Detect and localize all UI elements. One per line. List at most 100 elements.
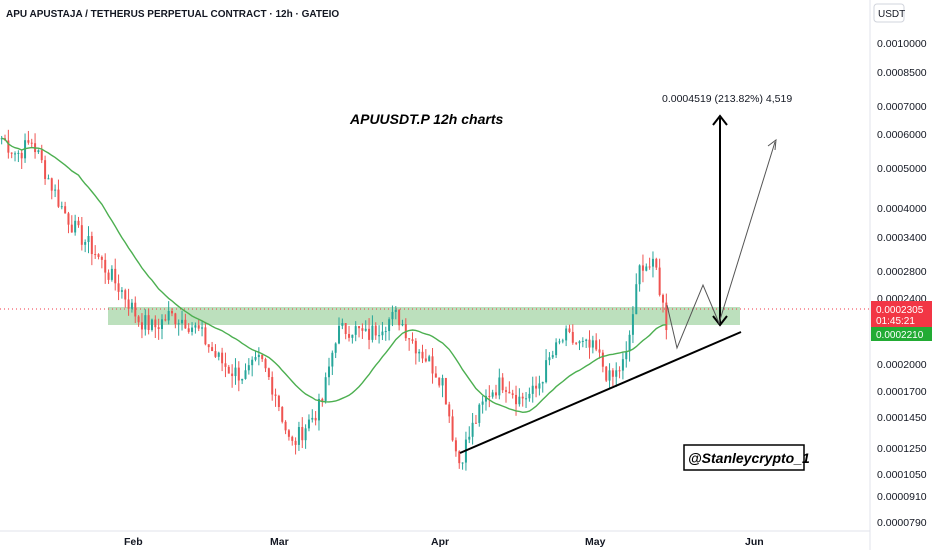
candle-body [321,398,324,401]
projected-path[interactable] [666,138,777,350]
candle-body [558,341,561,343]
candle-body [97,254,100,257]
candle-body [171,310,174,314]
candle-body [381,331,384,336]
measured-move-arrow[interactable] [712,114,728,327]
unit-button[interactable]: USDT [873,3,905,23]
candle-body [591,340,594,348]
candle-body [54,189,57,191]
candle-body [648,266,651,268]
candle-body [291,436,294,441]
y-tick-label: 0.0001250 [877,443,927,455]
y-tick-label: 0.0001450 [877,412,927,424]
candle-body [471,422,474,437]
zone-price-badge: 0.0002210 [871,327,932,341]
candle-body [94,254,97,256]
candle-body [74,220,77,233]
y-tick-label: 0.0002800 [877,266,927,278]
candle-body [561,340,564,342]
candle-body [511,393,514,395]
support-zone[interactable] [108,307,740,325]
candle-body [575,342,578,344]
candle-body [565,328,568,341]
candle-body [578,341,581,344]
candle-body [491,392,494,397]
candle-body [214,351,217,357]
candle-body [361,328,364,331]
candle-body [338,325,341,344]
candle-body [100,256,103,260]
candle-body [191,327,194,332]
watermark-text: @Stanleycrypto_1 [688,450,810,466]
candle-body [384,331,387,333]
candle-body [227,366,230,374]
candle-body [114,268,117,284]
candle-body [77,220,80,226]
candle-body [638,265,641,285]
candle-body [508,391,511,394]
candle-body [84,242,87,245]
candle-body [144,315,147,330]
candle-body [414,340,417,354]
candle-body [87,236,90,243]
candle-body [14,153,17,155]
candle-body [448,404,451,417]
y-tick-label: 0.0001700 [877,386,927,398]
candle-body [371,325,374,340]
candle-body [284,421,287,431]
candle-body [67,213,70,225]
candle-body [10,152,13,154]
candle-body [515,394,518,405]
candle-body [257,354,260,358]
candle-body [221,352,224,364]
candle-body [117,283,120,292]
candle-body [294,440,297,445]
candle-body [50,178,53,191]
candle-body [167,310,170,321]
candle-body [267,368,270,378]
candle-body [181,319,184,324]
candle-body [488,395,491,397]
candle-body [201,327,204,329]
candle-body [585,339,588,341]
candle-body [555,342,558,356]
candle-body [484,395,487,402]
candle-body [358,326,361,329]
candle-body [391,311,394,320]
candle-body [80,225,83,245]
candle-body [635,284,638,315]
candle-body [458,451,461,464]
candle-body [60,206,63,208]
candle-body [394,309,397,312]
candle-body [588,339,591,348]
candle-body [160,319,163,330]
candle-body [645,266,648,271]
y-tick-label: 0.0005000 [877,163,927,175]
candle-body [194,325,197,328]
candle-body [281,407,284,422]
candle-body [334,343,337,353]
candle-body [461,462,464,464]
candle-body [237,367,240,381]
candle-body [104,259,107,273]
candle-body [184,319,187,329]
x-tick-label: Mar [270,536,289,548]
x-tick-label: May [585,536,606,548]
candle-body [568,328,571,332]
candle-body [147,315,150,330]
candle-body [311,417,314,420]
candle-body [348,334,351,338]
candle-body [625,351,628,360]
candle-body [304,428,307,441]
candle-body [164,319,167,321]
candle-body [37,150,40,153]
rising-trendline[interactable] [459,331,742,454]
candle-body [501,377,504,391]
candle-body [247,365,250,371]
candle-body [481,401,484,405]
candle-body [428,356,431,362]
candle-body [478,404,481,423]
candle-body [274,394,277,396]
